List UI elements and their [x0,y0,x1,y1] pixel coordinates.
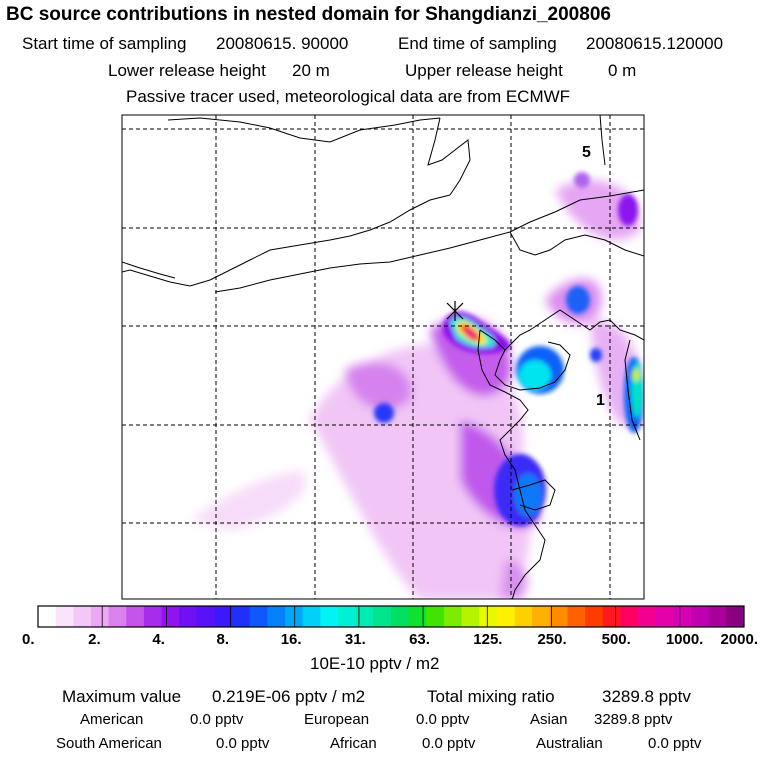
colorbar-cell [567,606,586,627]
region-name: Asian [530,711,568,728]
colorbar-cell [214,606,233,627]
colorbar-cell [673,606,692,627]
colorbar-cell [338,606,357,627]
max-value-label: Maximum value [62,687,182,706]
lower-height-label: Lower release height [108,61,266,80]
colorbar-cell [108,606,127,627]
colorbar-cell [426,606,445,627]
colorbar-cell [285,606,304,627]
colorbar-cell [585,606,604,627]
colorbar-tick-label: 250. [537,631,567,648]
colorbar-tick-label: 63. [409,631,430,648]
colorbar-cell [461,606,480,627]
lat-lon-grid [122,115,644,599]
max-value: 0.219E-06 pptv / m2 [212,687,366,706]
region-name: Australian [536,735,603,752]
colorbar-cell [38,606,57,627]
colorbar [37,605,745,628]
region-name: African [330,735,377,752]
colorbar-cell [691,606,710,627]
region-name: European [304,711,370,728]
colorbar-cell [55,606,74,627]
colorbar-cell [320,606,339,627]
concentration-field [122,115,644,599]
lower-height-value: 20 m [292,61,330,80]
map-frame [121,114,645,600]
start-time-value: 20080615. 90000 [216,34,349,53]
colorbar-cell [602,606,621,627]
colorbar-cell [443,606,463,627]
colorbar-cell [249,606,268,627]
colorbar-cell [73,606,92,627]
colorbar-tick-label: 16. [280,631,302,648]
colorbar-tick-label: 8. [216,631,230,648]
colorbar-cell [408,606,427,627]
plot-title: BC source contributions in nested domain… [6,4,611,25]
region-value: 0.0 pptv [216,735,270,752]
region-name: American [80,711,144,728]
colorbar-cell [391,606,410,627]
region-value: 0.0 pptv [422,735,476,752]
colorbar-cell [638,606,657,627]
total-mixing-value: 3289.8 pptv [602,687,691,706]
colorbar-tick-label: 31. [344,631,366,648]
colorbar-tick-label: 2. [88,631,101,648]
colorbar-cell [232,606,251,627]
map-label: 1 [596,392,605,409]
colorbar-unit: 10E-10 pptv / m2 [310,654,440,673]
colorbar-cell [655,606,674,627]
region-value: 0.0 pptv [648,735,702,752]
receptor-marker-icon [446,301,464,321]
colorbar-tick-label: 125. [473,631,503,648]
coastlines [122,115,644,599]
colorbar-tick-label: 0. [22,631,35,648]
region-value: 0.0 pptv [190,711,244,728]
total-mixing-label: Total mixing ratio [427,687,555,706]
colorbar-cell [479,606,498,627]
tracer-note: Passive tracer used, meteorological data… [126,87,571,106]
contribution-map: 5 1 [121,114,645,600]
colorbar-cell [514,606,533,627]
colorbar-cell [302,606,321,627]
colorbar-cell [161,606,180,627]
colorbar-cell [355,606,374,627]
end-time-label: End time of sampling [398,34,557,53]
colorbar-cell [179,606,198,627]
region-name: South American [56,735,162,752]
colorbar-cell [126,606,145,627]
region-value: 3289.8 pptv [594,711,673,728]
colorbar-tick-label: 4. [152,631,165,648]
upper-height-value: 0 m [608,61,637,80]
start-time-label: Start time of sampling [22,34,187,53]
colorbar-cell [196,606,215,627]
upper-height-label: Upper release height [405,61,563,80]
region-value: 0.0 pptv [416,711,470,728]
colorbar-cell [708,606,727,627]
colorbar-cell [620,606,639,627]
colorbar-tick-label: 1000. [665,631,704,648]
colorbar-cell [267,606,286,627]
end-time-value: 20080615.120000 [586,34,724,53]
colorbar-cell [143,606,163,627]
colorbar-cell [726,606,745,627]
colorbar-cell [90,606,110,627]
map-label: 5 [582,144,591,161]
colorbar-cell [532,606,551,627]
colorbar-tick-label: 2000. [720,631,758,648]
colorbar-cell [549,606,568,627]
colorbar-cell [496,606,516,627]
colorbar-cell [373,606,392,627]
colorbar-tick-label: 500. [601,631,631,648]
